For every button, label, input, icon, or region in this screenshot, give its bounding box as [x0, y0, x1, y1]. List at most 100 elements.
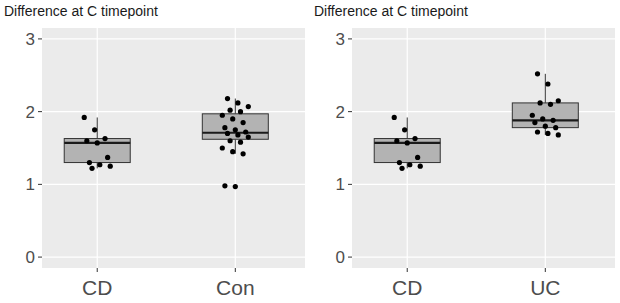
point — [87, 160, 92, 165]
point — [418, 164, 423, 169]
grid-line — [42, 111, 305, 112]
panel-group: Difference at C timepoint 0 1 2 3 CD Con — [4, 3, 305, 299]
point — [556, 132, 561, 137]
tick-label: Con — [216, 276, 255, 299]
plot-background — [42, 28, 305, 268]
point — [238, 140, 243, 145]
point — [548, 102, 553, 107]
point — [535, 71, 540, 76]
tick-label: CD — [392, 276, 422, 299]
grid-line — [42, 184, 305, 185]
grid-line — [42, 256, 305, 257]
plot-background — [352, 28, 615, 268]
panel-group: Difference at C timepoint0123CDUC — [314, 3, 615, 299]
point — [233, 184, 238, 189]
tick-mark — [38, 38, 42, 39]
tick-mark — [38, 184, 42, 185]
point — [246, 104, 251, 109]
grid-line — [235, 28, 236, 268]
point — [538, 100, 543, 105]
tick-mark — [348, 38, 352, 39]
point — [399, 166, 404, 171]
point — [222, 183, 227, 188]
tick-label: 1 — [336, 175, 345, 194]
point — [220, 113, 225, 118]
point — [540, 116, 545, 121]
tick-label: 0 — [26, 248, 35, 267]
tick-mark — [407, 268, 408, 272]
point — [225, 131, 230, 136]
point — [543, 124, 548, 129]
tick-mark — [235, 268, 236, 272]
tick-mark — [348, 257, 352, 258]
point — [407, 162, 412, 167]
point — [535, 129, 540, 134]
point — [412, 136, 417, 141]
marks — [374, 71, 578, 171]
point — [102, 136, 107, 141]
tick-label: 1 — [26, 175, 35, 194]
point — [230, 116, 235, 121]
tick-label: CD — [82, 276, 112, 299]
title: Difference at C timepoint — [314, 3, 468, 19]
tick-mark — [545, 268, 546, 272]
point — [238, 109, 243, 114]
figure: Difference at C timepoint0123CDConDiffer… — [0, 0, 620, 303]
point — [105, 155, 110, 160]
tick-mark — [97, 268, 98, 272]
point — [545, 131, 550, 136]
point — [108, 164, 113, 169]
point — [82, 115, 87, 120]
point — [228, 108, 233, 113]
point — [233, 127, 238, 132]
whisker — [407, 117, 408, 138]
median — [512, 119, 578, 121]
whisker — [97, 117, 98, 138]
marks — [64, 96, 268, 189]
point — [220, 145, 225, 150]
point — [241, 120, 246, 125]
tick-label: UC — [530, 276, 560, 299]
tick-label: 3 — [26, 30, 35, 49]
point — [95, 140, 100, 145]
tick-mark — [348, 111, 352, 112]
tick-label: 3 — [336, 30, 345, 49]
point — [243, 129, 248, 134]
point — [553, 125, 558, 130]
point — [228, 138, 233, 143]
point — [532, 120, 537, 125]
point — [392, 115, 397, 120]
grid-line — [352, 184, 615, 185]
tick-mark — [38, 257, 42, 258]
point — [235, 100, 240, 105]
tick-label: 2 — [26, 103, 35, 122]
point — [545, 81, 550, 86]
point — [246, 134, 251, 139]
tick-mark — [348, 184, 352, 185]
point — [397, 160, 402, 165]
box — [202, 114, 268, 139]
tick-mark — [38, 111, 42, 112]
point — [241, 151, 246, 156]
point — [530, 113, 535, 118]
point — [84, 138, 89, 143]
point — [92, 127, 97, 132]
point — [230, 149, 235, 154]
point — [225, 96, 230, 101]
box — [64, 139, 130, 163]
whisker — [545, 74, 546, 103]
grid-line — [545, 28, 546, 268]
box — [374, 139, 440, 163]
grid-line — [352, 256, 615, 257]
point — [97, 162, 102, 167]
point — [235, 132, 240, 137]
point — [556, 98, 561, 103]
point — [415, 155, 420, 160]
tick-label: 2 — [336, 103, 345, 122]
point — [551, 118, 556, 123]
grid-line — [42, 38, 305, 39]
title: Difference at C timepoint — [4, 3, 158, 19]
point — [394, 138, 399, 143]
point — [222, 125, 227, 130]
point — [402, 127, 407, 132]
